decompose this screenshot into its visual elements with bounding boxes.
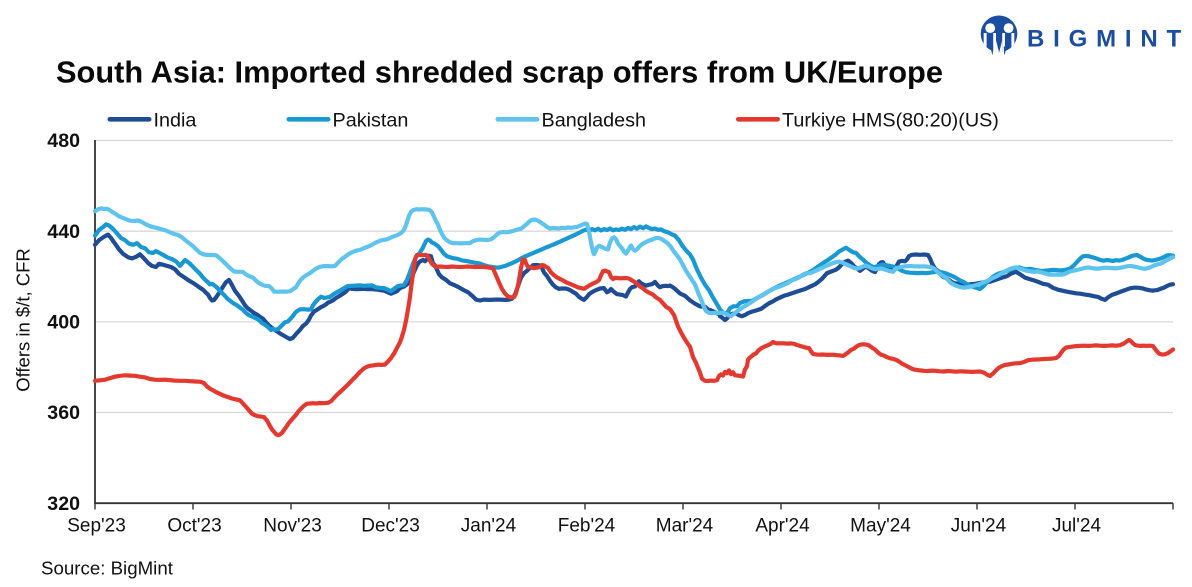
svg-text:South Asia: Imported shredded: South Asia: Imported shredded scrap offe…: [56, 55, 943, 90]
svg-text:400: 400: [47, 312, 80, 334]
svg-text:Feb'24: Feb'24: [558, 516, 616, 537]
svg-text:Sep'23: Sep'23: [67, 516, 126, 537]
svg-text:Source: BigMint: Source: BigMint: [41, 558, 174, 579]
svg-text:Nov'23: Nov'23: [263, 516, 322, 537]
svg-text:Jan'24: Jan'24: [461, 516, 517, 537]
svg-text:480: 480: [47, 130, 80, 152]
svg-text:BIGMINT: BIGMINT: [1027, 26, 1190, 53]
svg-text:Dec'23: Dec'23: [361, 516, 420, 537]
svg-text:360: 360: [47, 402, 80, 424]
svg-text:Oct'23: Oct'23: [167, 516, 221, 537]
svg-text:India: India: [154, 109, 197, 131]
svg-text:320: 320: [47, 493, 80, 515]
svg-text:440: 440: [47, 221, 80, 243]
svg-text:Jun'24: Jun'24: [951, 516, 1007, 537]
svg-text:Pakistan: Pakistan: [333, 109, 409, 131]
svg-text:Turkiye HMS(80:20)(US): Turkiye HMS(80:20)(US): [782, 109, 999, 131]
svg-text:Apr'24: Apr'24: [755, 516, 810, 537]
svg-text:Offers in $/t, CFR: Offers in $/t, CFR: [13, 248, 34, 392]
svg-text:Mar'24: Mar'24: [656, 516, 714, 537]
svg-text:Bangladesh: Bangladesh: [542, 109, 647, 131]
svg-text:Jul'24: Jul'24: [1052, 516, 1101, 537]
svg-text:May'24: May'24: [850, 516, 911, 537]
